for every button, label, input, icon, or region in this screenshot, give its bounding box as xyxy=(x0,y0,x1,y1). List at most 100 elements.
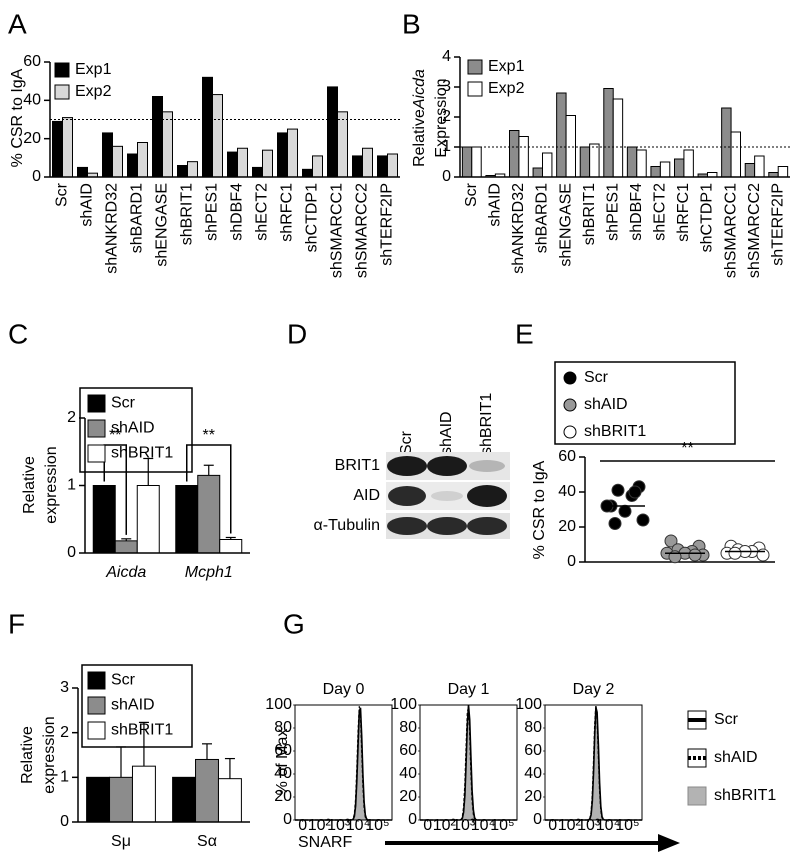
x-tick-label: 10² xyxy=(558,817,582,834)
point xyxy=(688,548,702,562)
x-tick-label: Scr xyxy=(54,182,71,207)
x-tick-label: 10⁵ xyxy=(365,817,389,834)
y-tick-label: 3 xyxy=(60,679,69,696)
x-tick-label: shSMARCC1 xyxy=(329,183,346,278)
y-tick-label: 20 xyxy=(23,130,41,147)
panel-label: C xyxy=(8,318,28,349)
y-tick-label: 60 xyxy=(399,742,417,759)
y-tick-label: 60 xyxy=(274,742,292,759)
y-axis-label: expression xyxy=(43,446,60,523)
bar xyxy=(509,130,520,178)
legend-swatch xyxy=(54,62,70,78)
legend-label: shBRIT1 xyxy=(584,423,646,440)
y-axis-label-part: Relative xyxy=(411,109,428,167)
y-tick-label: 40 xyxy=(23,92,41,109)
x-tick-label: shBARD1 xyxy=(129,183,146,253)
panel-label: B xyxy=(402,8,421,39)
y-tick-label: 20 xyxy=(524,788,542,805)
arrow-head xyxy=(658,834,680,852)
x-tick-label: shAID xyxy=(79,183,96,227)
legend-label: shAID xyxy=(111,697,155,714)
bar xyxy=(152,96,163,178)
legend-swatch xyxy=(87,394,106,413)
legend-swatch xyxy=(87,419,106,438)
bar xyxy=(730,131,741,178)
y-tick-label: 0 xyxy=(408,811,417,828)
x-tick-label: 10³ xyxy=(452,817,476,834)
y-axis-label: Relative xyxy=(21,456,38,514)
y-tick-label: 20 xyxy=(558,518,576,535)
bar xyxy=(177,165,188,178)
bar xyxy=(302,168,313,178)
y-tick-label: 1 xyxy=(60,769,69,786)
bar xyxy=(387,153,398,178)
annotation: ** xyxy=(203,427,215,444)
y-tick-label: 40 xyxy=(274,765,292,782)
band xyxy=(469,460,505,472)
legend-label: Scr xyxy=(111,672,136,689)
row-label: α-Tubulin xyxy=(314,517,380,534)
y-tick-label: 80 xyxy=(274,719,292,736)
band xyxy=(467,517,507,535)
y-tick-label: 20 xyxy=(274,788,292,805)
bar xyxy=(674,158,685,178)
y-tick-label: 0 xyxy=(283,811,292,828)
point xyxy=(611,483,625,497)
x-tick-label: 0 xyxy=(298,817,307,834)
bar xyxy=(532,167,543,178)
significance-bracket xyxy=(186,444,232,534)
bar xyxy=(212,94,223,178)
x-tick-label: Mcph1 xyxy=(185,564,233,581)
panel-title: Day 1 xyxy=(448,681,490,698)
legend-label: Exp1 xyxy=(75,61,112,78)
legend-swatch xyxy=(87,444,106,463)
x-tick-label: shANKRD32 xyxy=(510,183,527,274)
bar xyxy=(112,145,123,178)
x-tick-label: 0 xyxy=(548,817,557,834)
legend-label: Scr xyxy=(714,711,739,728)
x-tick-label: shBRIT1 xyxy=(581,183,598,245)
bar xyxy=(362,147,373,178)
y-tick-label: 20 xyxy=(399,788,417,805)
x-tick-label: shBRIT1 xyxy=(179,183,196,245)
point xyxy=(628,485,642,499)
y-tick-label: 40 xyxy=(524,765,542,782)
row-label: AID xyxy=(353,487,380,504)
bar xyxy=(603,88,614,178)
bar xyxy=(77,166,88,178)
y-axis-label: % CSR to IgA xyxy=(531,460,548,559)
bar xyxy=(92,485,116,554)
x-tick-label: shAID xyxy=(487,183,504,227)
band xyxy=(467,485,507,507)
bar xyxy=(461,146,473,178)
y-tick-label: 0 xyxy=(567,553,576,570)
x-tick-label: 10² xyxy=(308,817,332,834)
bar xyxy=(556,92,567,178)
y-tick-label: 100 xyxy=(515,696,542,713)
point xyxy=(608,517,622,530)
bar xyxy=(252,166,263,178)
bar xyxy=(219,539,243,554)
y-axis-label: % of Max xyxy=(274,729,291,796)
bar xyxy=(109,776,133,823)
x-tick-label: Aicda xyxy=(105,564,146,581)
y-tick-label: 60 xyxy=(558,448,576,465)
x-tick-label: shPES1 xyxy=(604,183,621,241)
y-tick-label: 1 xyxy=(67,477,76,494)
annotation: ** xyxy=(681,440,693,457)
y-tick-label: 0 xyxy=(67,544,76,561)
plot-frame xyxy=(419,704,518,821)
bar xyxy=(754,155,765,178)
y-tick-label: 100 xyxy=(265,696,292,713)
y-axis-label: RelativeAicda xyxy=(411,69,428,167)
y-axis-label: % CSR to IgA xyxy=(9,68,26,167)
bar xyxy=(721,107,732,178)
bar xyxy=(579,146,591,178)
x-tick-label: 10² xyxy=(433,817,457,834)
x-tick-label: 10⁵ xyxy=(615,817,639,834)
bar xyxy=(612,98,624,178)
y-tick-label: 2 xyxy=(442,108,451,125)
x-tick-label: shSMARCC2 xyxy=(746,183,763,278)
significance-bracket xyxy=(103,444,127,535)
